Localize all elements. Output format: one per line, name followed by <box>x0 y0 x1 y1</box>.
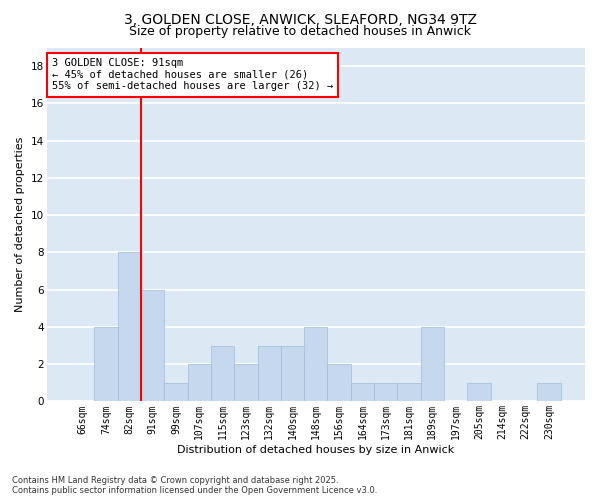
Bar <box>211 346 234 402</box>
Bar <box>188 364 211 402</box>
Bar <box>257 346 281 402</box>
Y-axis label: Number of detached properties: Number of detached properties <box>15 137 25 312</box>
Bar <box>304 327 328 402</box>
Bar <box>537 383 560 402</box>
Text: Contains HM Land Registry data © Crown copyright and database right 2025.
Contai: Contains HM Land Registry data © Crown c… <box>12 476 377 495</box>
Bar <box>374 383 397 402</box>
Bar <box>94 327 118 402</box>
Text: 3, GOLDEN CLOSE, ANWICK, SLEAFORD, NG34 9TZ: 3, GOLDEN CLOSE, ANWICK, SLEAFORD, NG34 … <box>124 12 476 26</box>
Bar <box>467 383 491 402</box>
X-axis label: Distribution of detached houses by size in Anwick: Distribution of detached houses by size … <box>177 445 454 455</box>
Bar <box>328 364 351 402</box>
Bar <box>141 290 164 402</box>
Bar <box>164 383 188 402</box>
Bar <box>351 383 374 402</box>
Bar <box>234 364 257 402</box>
Bar <box>281 346 304 402</box>
Text: 3 GOLDEN CLOSE: 91sqm
← 45% of detached houses are smaller (26)
55% of semi-deta: 3 GOLDEN CLOSE: 91sqm ← 45% of detached … <box>52 58 333 92</box>
Bar <box>421 327 444 402</box>
Bar <box>118 252 141 402</box>
Bar <box>397 383 421 402</box>
Text: Size of property relative to detached houses in Anwick: Size of property relative to detached ho… <box>129 25 471 38</box>
